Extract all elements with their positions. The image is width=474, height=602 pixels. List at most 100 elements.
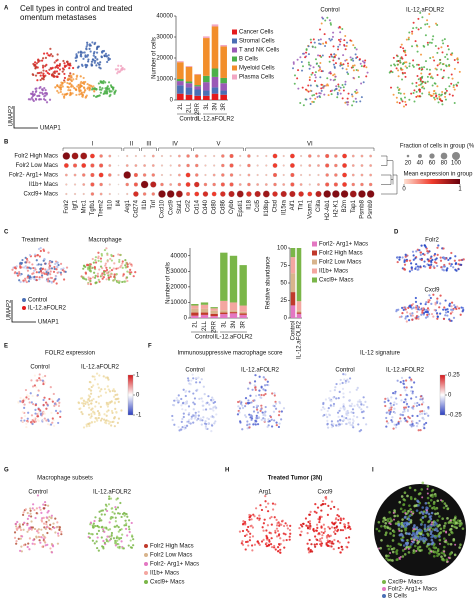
umap-point: [399, 507, 403, 511]
umap-point: [425, 545, 429, 548]
dot: [272, 191, 278, 197]
umap-point: [238, 407, 242, 410]
umap-point: [268, 538, 271, 542]
umap-point: [347, 380, 350, 383]
umap-point: [98, 412, 101, 415]
umap-point: [412, 538, 415, 541]
umap-point: [355, 48, 358, 51]
umap-point: [92, 410, 95, 413]
umap-point: [22, 511, 25, 514]
umap-point: [102, 275, 105, 279]
umap-point: [412, 306, 415, 309]
umap-point: [124, 512, 127, 515]
umap-point: [393, 518, 396, 521]
umap-point: [182, 388, 185, 391]
umap-point: [427, 308, 430, 311]
umap-point: [427, 313, 431, 316]
umap-point: [291, 67, 294, 70]
umap-point: [437, 244, 440, 247]
umap-point: [356, 91, 359, 94]
umap-point: [309, 524, 312, 527]
umap-point: [288, 528, 292, 532]
umap-point: [436, 246, 439, 249]
umap-point: [398, 558, 401, 561]
umap-point: [335, 382, 338, 386]
umap-point: [89, 392, 93, 395]
umap-point: [92, 397, 95, 401]
umap-point: [392, 534, 396, 537]
umap-point: [203, 392, 206, 396]
umap-point: [202, 404, 205, 407]
umap-point: [71, 85, 75, 88]
umap-point: [264, 405, 267, 409]
bar-segment: [220, 94, 227, 100]
umap-point: [413, 488, 417, 492]
umap-point: [453, 553, 457, 557]
umap-point: [385, 411, 388, 414]
y-tick-label: 10000: [156, 77, 173, 83]
umap-point: [239, 400, 242, 403]
y-tick-label: 30000: [170, 269, 187, 275]
umap-point: [309, 84, 312, 87]
umap-point: [265, 534, 268, 537]
umap-point: [38, 373, 41, 376]
umap-point: [426, 507, 429, 510]
umap-point: [301, 522, 305, 525]
umap-point: [18, 279, 21, 282]
umap-point: [47, 271, 50, 275]
dot: [238, 183, 242, 186]
umap-point: [51, 544, 54, 547]
dot: [80, 152, 88, 160]
dot: [90, 182, 95, 187]
group-bracket: [62, 147, 123, 151]
umap-point: [443, 258, 447, 261]
umap-point: [296, 77, 299, 80]
umap-point: [429, 257, 432, 260]
umap-point: [114, 520, 117, 523]
legend-label: Cxcl9+ Macs: [319, 278, 354, 284]
umap-point: [100, 50, 104, 53]
legend-label: Myeloid Cells: [239, 66, 275, 72]
x-tick-label: IL-12.aFOLR2: [297, 320, 303, 359]
umap-point: [250, 414, 253, 417]
umap-point: [339, 517, 342, 520]
umap-point: [239, 402, 243, 405]
umap-point: [446, 308, 449, 311]
umap-point: [362, 410, 365, 413]
umap-point: [441, 93, 444, 96]
umap-point: [212, 409, 215, 412]
umap-point: [357, 76, 360, 79]
dot: [133, 191, 139, 197]
map-title: Control: [28, 490, 47, 496]
umap-point: [309, 38, 312, 41]
umap-point: [107, 401, 110, 404]
umap-point: [317, 64, 320, 67]
umap-point: [274, 548, 277, 551]
umap-point: [327, 407, 330, 410]
umap-point: [106, 60, 109, 64]
umap-point: [405, 259, 409, 262]
umap-point: [307, 45, 310, 48]
umap-point: [120, 409, 123, 412]
umap-point: [263, 417, 267, 421]
umap-point: [37, 407, 40, 411]
umap-point: [400, 43, 403, 46]
umap-point: [404, 515, 407, 519]
umap-point: [395, 397, 398, 400]
umap-point: [82, 86, 86, 89]
umap-point: [427, 407, 430, 410]
umap-point: [405, 543, 409, 546]
umap-point: [341, 415, 344, 418]
umap-point: [39, 246, 42, 250]
umap-point: [401, 555, 405, 558]
umap-point: [253, 543, 257, 546]
umap-point: [395, 549, 399, 552]
umap-point: [280, 523, 283, 526]
umap-point: [264, 414, 267, 417]
umap-point: [436, 51, 439, 54]
umap-point: [424, 316, 428, 319]
umap-point: [450, 301, 454, 304]
umap-point: [427, 542, 430, 546]
umap-point: [420, 488, 424, 491]
gene-label: Aif1: [290, 199, 296, 210]
